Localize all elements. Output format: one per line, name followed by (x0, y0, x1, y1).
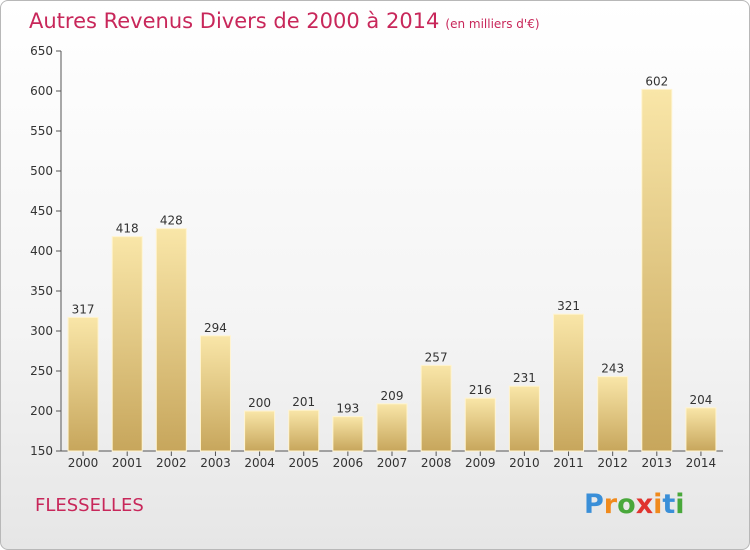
x-tick-label: 2006 (333, 456, 364, 470)
x-tick-label: 2008 (421, 456, 452, 470)
y-tick-label: 650 (30, 44, 53, 58)
logo-letter: i (653, 489, 663, 520)
y-tick-label: 300 (30, 324, 53, 338)
x-tick-label: 2001 (112, 456, 143, 470)
logo-letter: P (584, 489, 604, 520)
bar-value-label: 602 (645, 74, 668, 88)
bar-value-label: 193 (336, 402, 359, 416)
bar-value-label: 418 (116, 222, 139, 236)
bars: 317 418 428 294 200 201 193 209 257 216 231 321 243 6… (67, 74, 717, 452)
chart-unit: (en milliers d'€) (445, 17, 540, 31)
bar-value-label: 209 (381, 389, 404, 403)
bar-value-label: 428 (160, 214, 183, 228)
x-tick-label: 2013 (642, 456, 673, 470)
bar (67, 316, 99, 452)
bar-value-label: 317 (72, 302, 95, 316)
bar-value-label: 321 (557, 299, 580, 313)
x-tick-label: 2002 (156, 456, 187, 470)
x-tick-label: 2005 (288, 456, 319, 470)
bar (508, 385, 540, 452)
bar-value-label: 204 (689, 393, 712, 407)
x-tick-label: 2012 (597, 456, 628, 470)
bar-value-label: 201 (292, 395, 315, 409)
bar-value-label: 231 (513, 371, 536, 385)
axes: 150 200 250 300 350 400 450 500 550 600 650 2000 200… (30, 44, 723, 470)
x-tick-label: 2011 (553, 456, 584, 470)
commune-name: FLESSELLES (35, 495, 144, 516)
bar (464, 397, 496, 452)
y-tick-label: 250 (30, 364, 53, 378)
bar-value-label: 216 (469, 383, 492, 397)
logo-letter: i (675, 489, 685, 520)
bar-value-label: 257 (425, 350, 448, 364)
y-tick-label: 400 (30, 244, 53, 258)
x-tick-label: 2000 (68, 456, 99, 470)
logo-letter: t (662, 489, 676, 520)
x-tick-label: 2004 (244, 456, 275, 470)
bar (641, 88, 673, 452)
x-tick-label: 2009 (465, 456, 496, 470)
y-tick-label: 550 (30, 124, 53, 138)
bar (597, 376, 629, 452)
x-tick-label: 2007 (377, 456, 408, 470)
y-tick-label: 150 (30, 444, 53, 458)
logo-letter: r (603, 489, 618, 520)
logo-letter: x (635, 489, 654, 520)
bar (685, 407, 717, 452)
y-tick-label: 600 (30, 84, 53, 98)
bar (199, 335, 231, 452)
y-tick-label: 450 (30, 204, 53, 218)
bar (288, 409, 320, 452)
chart-title-text: Autres Revenus Divers de 2000 à 2014 (29, 9, 440, 33)
x-tick-label: 2003 (200, 456, 231, 470)
proxiti-logo: Proxiti (584, 489, 685, 520)
x-tick-label: 2014 (686, 456, 717, 470)
bar (420, 364, 452, 452)
bar (111, 236, 143, 452)
y-tick-label: 350 (30, 284, 53, 298)
bar-value-label: 200 (248, 396, 271, 410)
bar-value-label: 243 (601, 362, 624, 376)
bar (332, 416, 364, 452)
y-tick-label: 500 (30, 164, 53, 178)
y-tick-label: 200 (30, 404, 53, 418)
chart-title: Autres Revenus Divers de 2000 à 2014 (en … (29, 9, 540, 33)
bar (553, 313, 585, 452)
bar (244, 410, 276, 452)
bar (376, 403, 408, 452)
x-tick-label: 2010 (509, 456, 540, 470)
logo-letter: o (617, 489, 636, 520)
bar-value-label: 294 (204, 321, 227, 335)
bar (155, 228, 187, 452)
